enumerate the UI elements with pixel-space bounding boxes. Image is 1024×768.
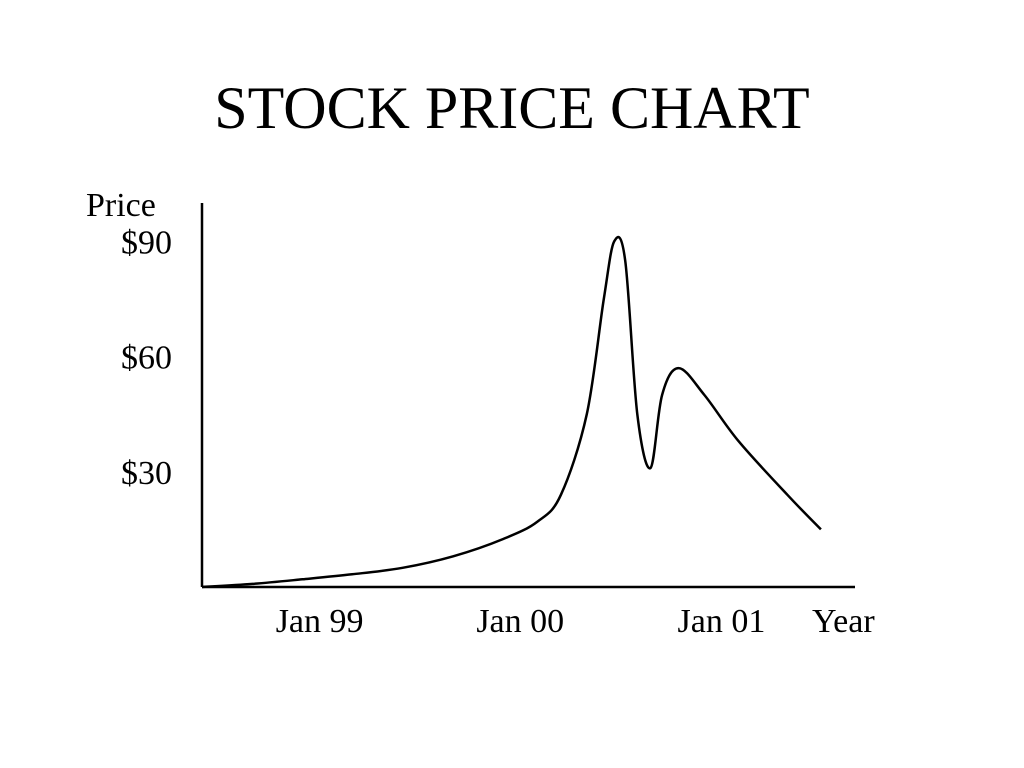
x-tick-label: Jan 99 xyxy=(276,603,364,640)
y-tick-label: $90 xyxy=(121,224,172,261)
y-tick-label: $30 xyxy=(121,455,172,492)
y-axis-label: Price xyxy=(86,187,156,224)
y-tick-label: $60 xyxy=(121,340,172,377)
x-tick-labels: Jan 99 Jan 00 Jan 01 xyxy=(276,603,766,640)
x-axis-label: Year xyxy=(812,603,875,640)
price-series-line xyxy=(201,235,822,589)
y-tick-labels: $30 $60 $90 xyxy=(121,224,172,491)
series-layer xyxy=(201,235,822,589)
x-tick-label: Jan 00 xyxy=(476,603,564,640)
x-tick-label: Jan 01 xyxy=(678,603,766,640)
chart-title: STOCK PRICE CHART xyxy=(214,75,810,141)
